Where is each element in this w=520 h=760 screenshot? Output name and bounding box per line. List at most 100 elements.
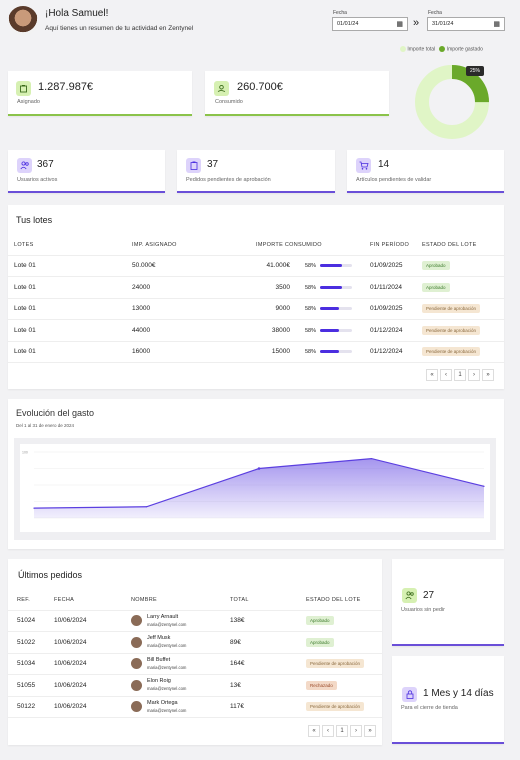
status-badge: Aprobado xyxy=(422,261,450,271)
table-row[interactable]: Lote 01 24000 3500 58% 01/11/2024 Aprobado xyxy=(8,276,504,299)
lock-icon xyxy=(402,687,417,702)
avatar[interactable] xyxy=(8,6,38,36)
side-stat-cierre-tienda: 1 Mes y 14 días Para el cierre de tienda xyxy=(392,656,504,744)
legend-total-label: Importe total xyxy=(407,46,436,53)
side-stat-usuarios-sin-pedir: 27 Usuarios sin pedir xyxy=(392,559,504,646)
cell-consumido: 9000 58% xyxy=(256,298,370,320)
status-badge: Pendiente de aprobación xyxy=(306,702,365,712)
col-lotes[interactable]: LOTES xyxy=(8,235,132,256)
pager-prev[interactable]: ‹ xyxy=(440,369,452,381)
consumido-pct: 58% xyxy=(304,284,316,291)
col-fin-periodo[interactable]: FIN PERÍODO xyxy=(370,235,422,256)
table-row[interactable]: 51022 10/06/2024 Jeff Musk maria@zentynel.c… xyxy=(8,631,382,654)
col-estado-lote[interactable]: ESTADO DEL LOTE xyxy=(422,235,504,256)
data-point[interactable] xyxy=(370,458,373,460)
donut-tooltip: 25% xyxy=(466,66,485,76)
pager-prev[interactable]: ‹ xyxy=(322,725,334,737)
cell-asignado: 50.000€ xyxy=(132,255,256,277)
cell-nombre: Mark Ortega maria@zentynel.com xyxy=(131,696,230,718)
cell-estado: Aprobado xyxy=(306,631,382,654)
data-point[interactable] xyxy=(145,506,148,508)
col-importe-consumido[interactable]: IMPORTE CONSUMIDO xyxy=(256,235,370,256)
avatar xyxy=(131,701,142,713)
avatar xyxy=(131,615,142,627)
progress-bar xyxy=(319,285,352,289)
cell-fin: 01/09/2025 xyxy=(370,298,422,320)
pager-next[interactable]: › xyxy=(468,369,480,381)
stat-label: Artículos pendientes de validar xyxy=(356,177,432,183)
col-fecha[interactable]: FECHA xyxy=(54,590,131,611)
pager-page[interactable]: 1 xyxy=(454,369,466,381)
lotes-card: Tus lotes LOTES IMP. ASIGNADO IMPORTE CO… xyxy=(8,205,504,389)
greeting-subtitle: Aquí tienes un resumen de tu actividad e… xyxy=(45,25,194,32)
data-point[interactable] xyxy=(483,485,485,487)
cell-estado: Aprobado xyxy=(422,255,504,277)
donut-spent-ring xyxy=(415,65,489,139)
consumido-value: 38000 xyxy=(271,326,290,334)
pager-page[interactable]: 1 xyxy=(336,725,348,737)
cell-estado: Aprobado xyxy=(306,610,382,632)
consumido-value: 9000 xyxy=(275,305,290,313)
cell-fecha: 10/06/2024 xyxy=(54,696,131,718)
table-row[interactable]: 51024 10/06/2024 Larry Arnault maria@zentyn… xyxy=(8,610,382,632)
table-row[interactable]: 51034 10/06/2024 Bill Buffet maria@zentynel… xyxy=(8,653,382,675)
pager-last[interactable]: » xyxy=(482,369,494,381)
calendar-icon[interactable]: ▦ xyxy=(396,21,403,28)
pager-first[interactable]: « xyxy=(308,725,320,737)
consumido-pct: 58% xyxy=(304,306,316,313)
date-to-input[interactable]: 31/01/24 ▦ xyxy=(427,17,505,31)
cell-fin: 01/12/2024 xyxy=(370,319,422,342)
col-nombre[interactable]: NOMBRE xyxy=(131,590,230,611)
table-row[interactable]: Lote 01 16000 15000 58% 01/12/2024 Pendiente… xyxy=(8,341,504,363)
cell-estado: Aprobado xyxy=(422,276,504,299)
table-row[interactable]: Lote 01 44000 38000 58% 01/12/2024 Pendiente… xyxy=(8,319,504,342)
table-row[interactable]: Lote 01 13000 9000 58% 01/09/2025 Pendiente … xyxy=(8,298,504,320)
cell-asignado: 13000 xyxy=(132,298,256,320)
data-point[interactable] xyxy=(257,467,261,470)
cell-total: 117€ xyxy=(230,696,306,718)
cell-lote: Lote 01 xyxy=(8,276,132,299)
pager-next[interactable]: › xyxy=(350,725,362,737)
calendar-icon[interactable]: ▦ xyxy=(493,21,500,28)
side-stat-label: Usuarios sin pedir xyxy=(401,607,446,613)
series-area xyxy=(34,458,484,518)
pager-last[interactable]: » xyxy=(364,725,376,737)
table-row[interactable]: 50122 10/06/2024 Mark Ortega maria@zentynel… xyxy=(8,696,382,718)
chart-frame: 100 xyxy=(14,438,496,540)
cell-total: 13€ xyxy=(230,674,306,697)
table-row[interactable]: Lote 01 50.000€ 41.000€ 58% 01/09/2025 Aprob… xyxy=(8,255,504,277)
status-badge: Aprobado xyxy=(306,637,334,647)
user-email: maria@zentynel.com xyxy=(147,621,187,627)
coin-hand-icon xyxy=(214,81,229,96)
range-separator: » xyxy=(413,17,420,29)
cell-consumido: 41.000€ 58% xyxy=(256,255,370,277)
status-badge: Pendiente de aprobación xyxy=(422,304,481,314)
pager-first[interactable]: « xyxy=(426,369,438,381)
cell-asignado: 16000 xyxy=(132,341,256,363)
legend-spent-swatch xyxy=(439,46,446,52)
lotes-pagination: «‹ 1 ›» xyxy=(424,369,494,381)
status-badge: Aprobado xyxy=(306,616,334,626)
cell-fin: 01/11/2024 xyxy=(370,276,422,299)
cell-fecha: 10/06/2024 xyxy=(54,653,131,675)
stat-value: 37 xyxy=(207,159,219,170)
table-row[interactable]: 51055 10/06/2024 Elon Roig maria@zentynel.c… xyxy=(8,674,382,697)
col-ref[interactable]: REF. xyxy=(8,590,54,611)
user-email: maria@zentynel.com xyxy=(147,664,187,670)
date-from-input[interactable]: 01/01/24 ▦ xyxy=(332,17,408,31)
cell-estado: Pendiente de aprobación xyxy=(422,341,504,363)
date-from-label: Fecha xyxy=(333,10,347,16)
col-imp-asignado[interactable]: IMP. ASIGNADO xyxy=(132,235,256,256)
user-email: maria@zentynel.com xyxy=(147,707,187,713)
user-name: Larry Arnault xyxy=(147,613,179,620)
cell-lote: Lote 01 xyxy=(8,255,132,277)
lotes-table: LOTES IMP. ASIGNADO IMPORTE CONSUMIDO FI… xyxy=(8,235,504,363)
cell-estado: Pendiente de aprobación xyxy=(306,653,382,675)
progress-bar xyxy=(319,328,352,332)
cell-ref: 50122 xyxy=(8,696,54,718)
col-estado-lote[interactable]: ESTADO DEL LOTE xyxy=(306,590,382,611)
cell-fecha: 10/06/2024 xyxy=(54,610,131,632)
lotes-header-row: LOTES IMP. ASIGNADO IMPORTE CONSUMIDO FI… xyxy=(8,235,504,256)
data-point[interactable] xyxy=(33,507,35,509)
col-total[interactable]: TOTAL xyxy=(230,590,306,611)
